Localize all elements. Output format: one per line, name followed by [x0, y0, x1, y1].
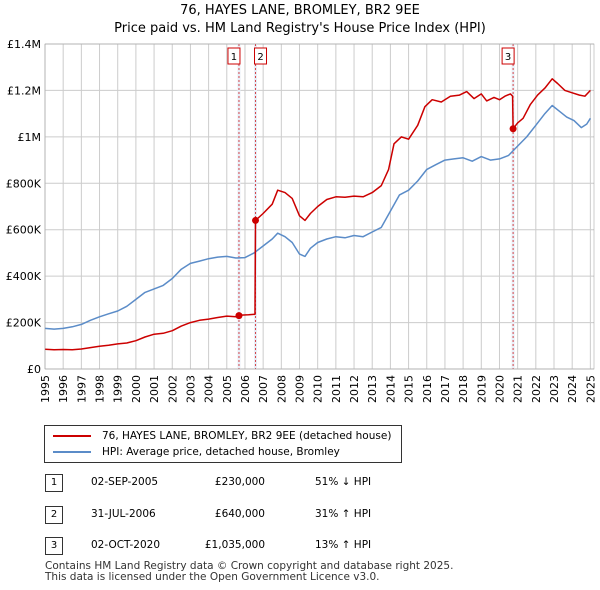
chart-title: 76, HAYES LANE, BROMLEY, BR2 9EE — [180, 3, 420, 18]
x-tick-label: 1998 — [94, 375, 107, 403]
x-tick-label: 2013 — [366, 375, 379, 403]
y-tick-label: £800K — [6, 177, 42, 190]
x-tick-label: 2025 — [584, 375, 597, 403]
legend-label-property: 76, HAYES LANE, BROMLEY, BR2 9EE (detach… — [102, 430, 392, 442]
sale-marker-number: 1 — [231, 52, 237, 63]
transaction-hpi-change: 13% ↑ HPI — [315, 539, 372, 551]
legend-swatch-property — [53, 435, 91, 437]
y-tick-label: £0 — [27, 363, 41, 376]
x-tick-label: 2003 — [184, 375, 197, 403]
x-tick-label: 2020 — [493, 375, 506, 403]
sale-marker-number: 2 — [257, 52, 263, 63]
chart-subtitle: Price paid vs. HM Land Registry's House … — [114, 21, 486, 36]
x-tick-label: 1997 — [75, 375, 88, 403]
x-tick-label: 2017 — [439, 375, 452, 403]
x-tick-label: 2005 — [221, 375, 234, 403]
legend-label-hpi: HPI: Average price, detached house, Brom… — [102, 446, 340, 458]
x-tick-label: 2001 — [148, 375, 161, 403]
price-chart: £0 £200K £400K £600K £800K £1M £1.2M £1.4M 1995 1… — [6, 38, 598, 403]
sale-marker-box — [501, 47, 515, 65]
y-tick-label: £1.4M — [7, 38, 41, 51]
x-tick-label: 2018 — [457, 375, 470, 403]
y-tick-label: £1.2M — [7, 84, 41, 97]
y-tick-label: £200K — [6, 317, 42, 330]
transaction-hpi-change: 51% ↓ HPI — [315, 476, 372, 488]
x-tick-label: 2015 — [403, 375, 416, 403]
y-tick-label: £1M — [18, 131, 42, 144]
x-tick-label: 2009 — [294, 375, 307, 403]
x-tick-label: 2023 — [548, 375, 561, 403]
transaction-number-badge: 2 — [45, 506, 63, 524]
plot-frame — [44, 43, 595, 370]
x-tick-label: 2007 — [257, 375, 270, 403]
transaction-date: 31-JUL-2006 — [91, 508, 156, 520]
x-tick-label: 1999 — [112, 375, 125, 403]
sale-point — [509, 125, 517, 133]
sale-band — [254, 44, 258, 369]
sale-marker-label: 3 — [501, 47, 515, 65]
hpi-line — [44, 104, 592, 330]
footer-line-2: This data is licensed under the Open Gov… — [45, 571, 380, 583]
sale-marker-number: 3 — [505, 52, 511, 63]
sale-marker-box — [227, 47, 241, 65]
x-tick-label: 2008 — [275, 375, 288, 403]
transaction-row: 1 02-SEP-2005 £230,000 51% ↓ HPI — [45, 474, 445, 496]
x-tick-label: 2000 — [130, 375, 143, 403]
x-tick-label: 2016 — [421, 375, 434, 403]
sale-marker-box — [254, 47, 268, 65]
property-price-line — [44, 78, 591, 351]
transaction-row: 2 31-JUL-2006 £640,000 31% ↑ HPI — [45, 506, 445, 528]
footer-line-1: Contains HM Land Registry data © Crown c… — [45, 560, 454, 572]
x-tick-label: 2012 — [348, 375, 361, 403]
sale-point — [235, 312, 243, 320]
x-tick-label: 2022 — [530, 375, 543, 403]
transaction-hpi-change: 31% ↑ HPI — [315, 508, 372, 520]
x-tick-label: 2011 — [330, 375, 343, 403]
x-tick-label: 2021 — [512, 375, 525, 403]
sale-point — [252, 216, 260, 224]
transaction-price: £230,000 — [214, 476, 265, 488]
x-tick-label: 2019 — [475, 375, 488, 403]
sale-band — [237, 44, 241, 369]
sale-marker-label: 1 — [227, 47, 241, 65]
transaction-number-badge: 3 — [45, 537, 63, 555]
transaction-row: 3 02-OCT-2020 £1,035,000 13% ↑ HPI — [45, 537, 445, 559]
legend-item-hpi: HPI: Average price, detached house, Brom… — [53, 444, 340, 460]
legend: 76, HAYES LANE, BROMLEY, BR2 9EE (detach… — [44, 425, 402, 463]
transaction-number-badge: 1 — [45, 474, 63, 492]
transaction-date: 02-SEP-2005 — [91, 476, 159, 488]
footer-attribution: Contains HM Land Registry data © Crown c… — [45, 561, 453, 583]
x-tick-label: 2024 — [566, 375, 579, 403]
x-tick-label: 2004 — [203, 375, 216, 403]
transaction-price: £1,035,000 — [204, 539, 265, 551]
sale-marker-label: 2 — [254, 47, 268, 65]
x-tick-label: 1995 — [39, 375, 52, 403]
y-tick-label: £400K — [6, 270, 42, 283]
sale-band — [511, 44, 515, 369]
x-tick-label: 2002 — [166, 375, 179, 403]
x-tick-label: 2014 — [384, 375, 397, 403]
legend-item-property: 76, HAYES LANE, BROMLEY, BR2 9EE (detach… — [53, 428, 391, 444]
legend-swatch-hpi — [53, 451, 91, 453]
y-tick-label: £600K — [6, 224, 42, 237]
x-tick-label: 2006 — [239, 375, 252, 403]
x-tick-label: 2010 — [312, 375, 325, 403]
transaction-price: £640,000 — [214, 508, 265, 520]
x-tick-label: 1996 — [57, 375, 70, 403]
transaction-date: 02-OCT-2020 — [91, 539, 160, 551]
